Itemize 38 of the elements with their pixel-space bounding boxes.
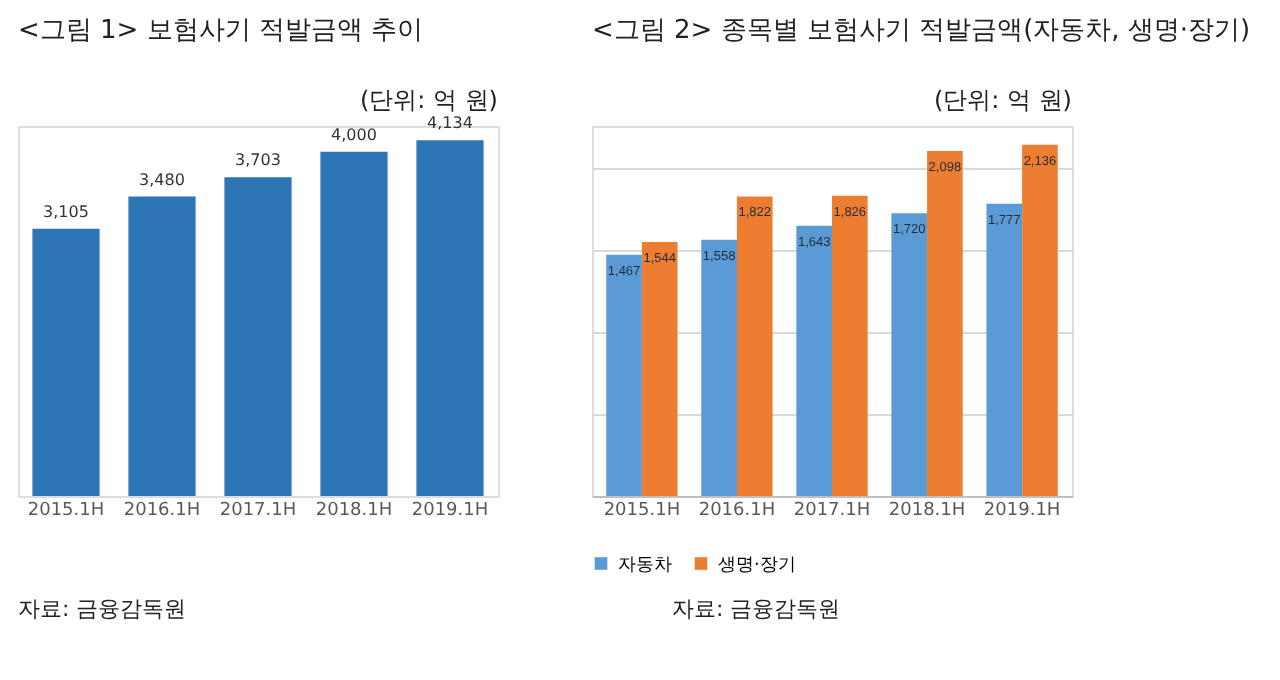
chart-subtitle: (단위: 억 원) <box>933 86 1072 114</box>
x-tick-label: 2019.1H <box>983 501 1061 521</box>
text: 자료: 금융감독원 <box>18 596 187 622</box>
chart-title: <그림 1> 보험사기 적발금액 추이 <box>18 16 424 46</box>
bar <box>796 225 832 496</box>
chart-subtitle: (단위: 억 원) <box>359 86 498 114</box>
bar <box>832 195 868 496</box>
data-label: 4,134 <box>427 114 473 133</box>
x-tick-label: 2018.1H <box>315 501 393 521</box>
bar <box>927 151 963 496</box>
chart-title: <그림 2> 종목별 보험사기 적발금액(자동차, 생명·장기) <box>592 16 1251 46</box>
bar <box>641 242 678 496</box>
bar <box>986 203 1023 496</box>
bar <box>891 213 928 496</box>
x-tick-label: 2019.1H <box>411 501 489 521</box>
x-tick-label: 2017.1H <box>793 501 871 521</box>
x-tick-label: 2018.1H <box>888 501 966 521</box>
bar <box>128 196 196 496</box>
x-tick-label: 2017.1H <box>219 501 297 521</box>
bar <box>32 228 100 496</box>
bar <box>224 177 292 496</box>
data-label: 3,480 <box>139 170 185 189</box>
bar <box>416 140 484 496</box>
text: 자료: 금융감독원 <box>672 596 841 622</box>
data-label: 3,703 <box>235 151 281 170</box>
data-label: 3,105 <box>43 202 89 221</box>
x-tick-label: 2015.1H <box>27 501 105 521</box>
legend-label: 자동차 <box>618 555 672 576</box>
x-tick-label: 2016.1H <box>123 501 201 521</box>
x-tick-label: 2015.1H <box>603 501 681 521</box>
bar <box>736 196 773 496</box>
bar <box>1022 144 1058 496</box>
bar <box>701 239 737 496</box>
bar <box>320 151 388 496</box>
legend-label: 생명·장기 <box>718 555 796 576</box>
x-tick-label: 2016.1H <box>698 501 776 521</box>
data-label: 4,000 <box>331 125 377 144</box>
bar <box>606 254 642 496</box>
